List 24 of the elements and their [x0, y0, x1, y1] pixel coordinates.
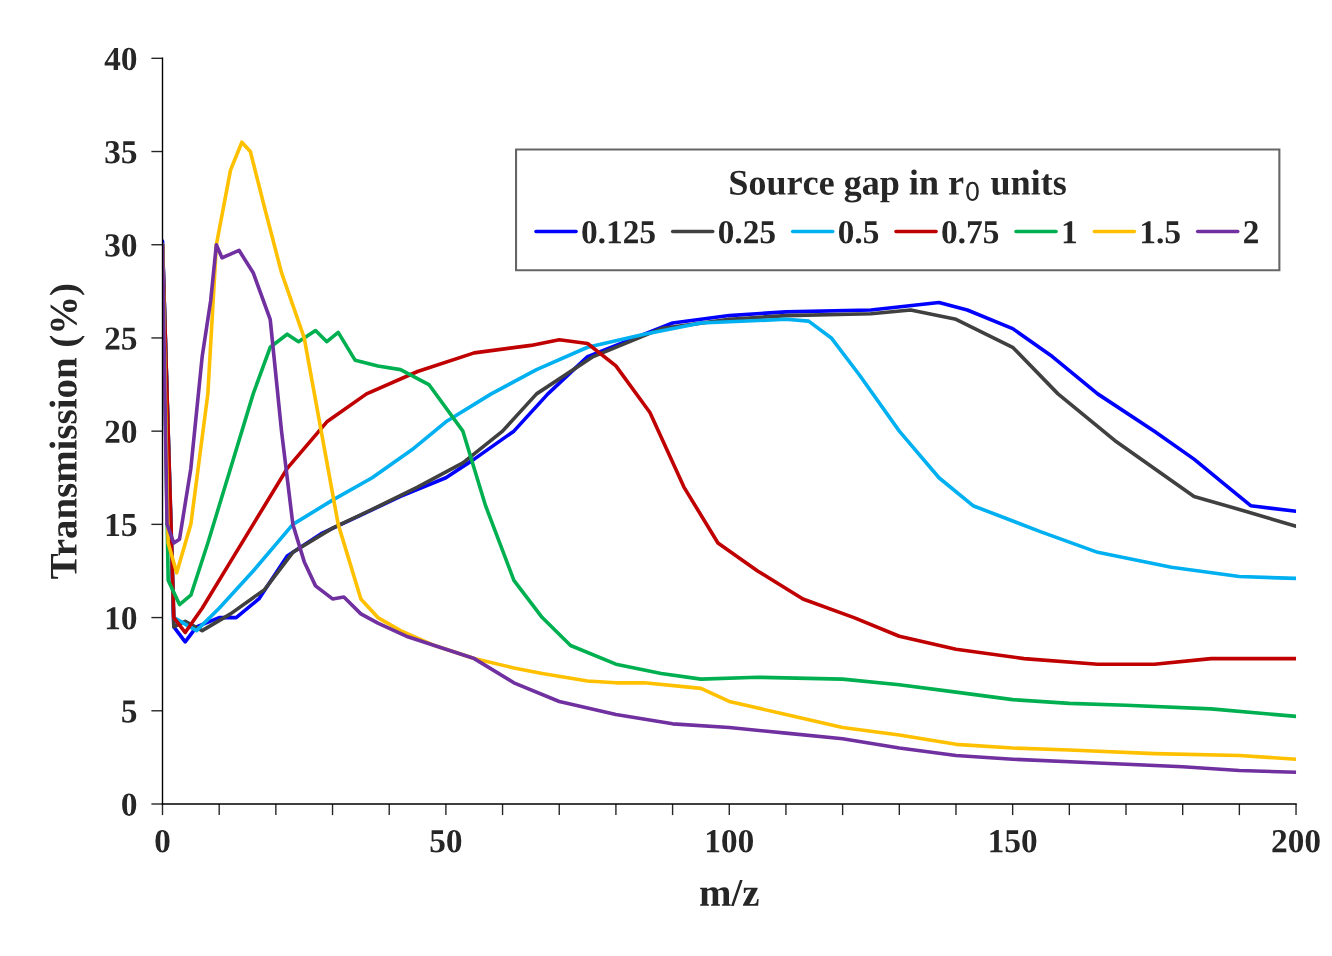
x-axis-title: m/z	[700, 880, 759, 907]
y-tick-label: 0	[122, 793, 137, 816]
y-tick-label: 10	[106, 606, 137, 630]
legend-label: 0.5	[838, 220, 879, 244]
y-tick-label: 25	[105, 327, 137, 350]
legend-label: 0.25	[718, 220, 775, 244]
y-axis-title: Transmission (%)	[49, 284, 85, 579]
y-tick-label: 20	[105, 420, 137, 444]
y-tick-label: 35	[105, 141, 137, 164]
y-tick-label: 15	[106, 513, 137, 537]
legend-label: 0.75	[942, 220, 999, 244]
x-tick-label: 50	[430, 829, 462, 853]
legend-label: 2	[1244, 221, 1258, 244]
x-tick-label: 0	[155, 829, 170, 853]
legend-label: 1.5	[1142, 221, 1180, 244]
x-tick-label: 200	[1272, 829, 1320, 853]
x-tick-label: 150	[990, 829, 1037, 853]
x-tick-label: 100	[706, 829, 753, 853]
legend-title: Source gap in r$_{0}$ units	[730, 169, 1066, 203]
y-tick-label: 5	[122, 700, 137, 723]
y-tick-label: 40	[104, 47, 137, 71]
y-tick-label: 30	[105, 234, 137, 257]
legend-label: 1	[1063, 221, 1076, 244]
legend-label: 0.125	[582, 220, 655, 244]
